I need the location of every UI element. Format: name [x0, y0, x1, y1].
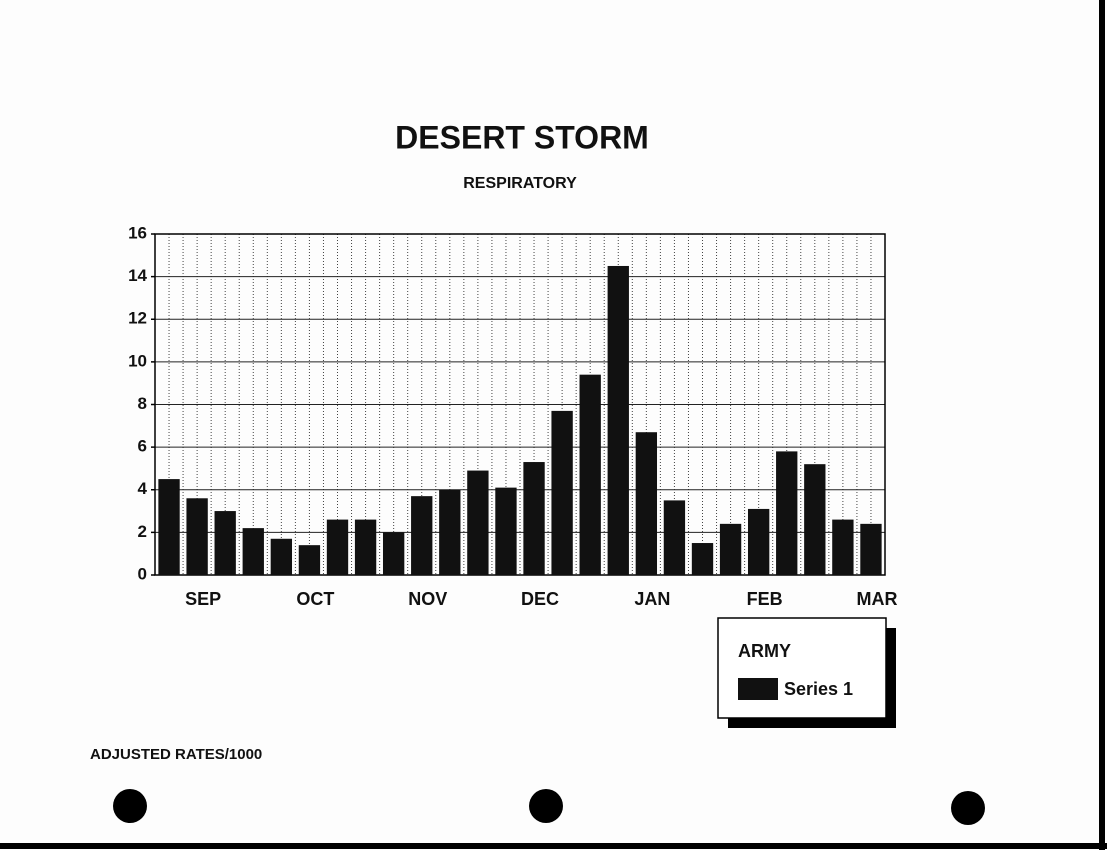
legend-label: Series 1 [784, 679, 853, 699]
x-tick-label: DEC [521, 589, 559, 609]
bar [551, 410, 573, 575]
bar [411, 496, 433, 575]
bar [158, 479, 180, 575]
punch-hole [529, 789, 563, 823]
y-tick-label: 6 [138, 437, 147, 456]
bar [579, 374, 601, 575]
bar [635, 432, 658, 575]
bar [691, 543, 714, 575]
y-tick-label: 4 [138, 479, 148, 498]
bar [860, 523, 882, 575]
x-tick-label: JAN [634, 589, 670, 609]
bar [382, 532, 405, 575]
bar [467, 470, 489, 575]
bar [242, 528, 264, 575]
bar [747, 508, 770, 575]
plot-frame [154, 233, 886, 576]
legend-box [717, 617, 887, 719]
y-tick-label: 14 [128, 266, 147, 285]
chart-title: DESERT STORM [395, 119, 649, 155]
chart-subtitle: RESPIRATORY [463, 175, 577, 192]
y-tick-label: 0 [138, 564, 147, 583]
bar [776, 451, 798, 575]
bar [214, 511, 236, 575]
y-tick-label: 8 [138, 394, 147, 413]
bar [298, 545, 321, 575]
x-tick-label: FEB [747, 589, 783, 609]
bar [804, 464, 826, 575]
bar [607, 265, 629, 575]
bar [186, 498, 208, 575]
x-tick-label: OCT [296, 589, 334, 609]
legend-title: ARMY [738, 641, 791, 661]
bar [719, 523, 742, 575]
bar [495, 487, 517, 575]
bar [832, 519, 854, 575]
y-tick-label: 10 [128, 351, 147, 370]
punch-hole [113, 789, 147, 823]
bar [523, 462, 545, 575]
bar [663, 500, 686, 575]
punch-hole [951, 791, 985, 825]
footnote: ADJUSTED RATES/1000 [90, 746, 262, 763]
x-tick-label: MAR [856, 589, 897, 609]
bar [354, 519, 377, 575]
y-tick-label: 2 [138, 522, 147, 541]
bar [326, 519, 349, 575]
bar [270, 538, 293, 575]
legend-swatch [738, 678, 778, 700]
bar [439, 489, 461, 575]
x-tick-label: NOV [408, 589, 447, 609]
y-tick-label: 16 [128, 223, 147, 242]
x-tick-label: SEP [185, 589, 221, 609]
y-tick-label: 12 [128, 309, 147, 328]
